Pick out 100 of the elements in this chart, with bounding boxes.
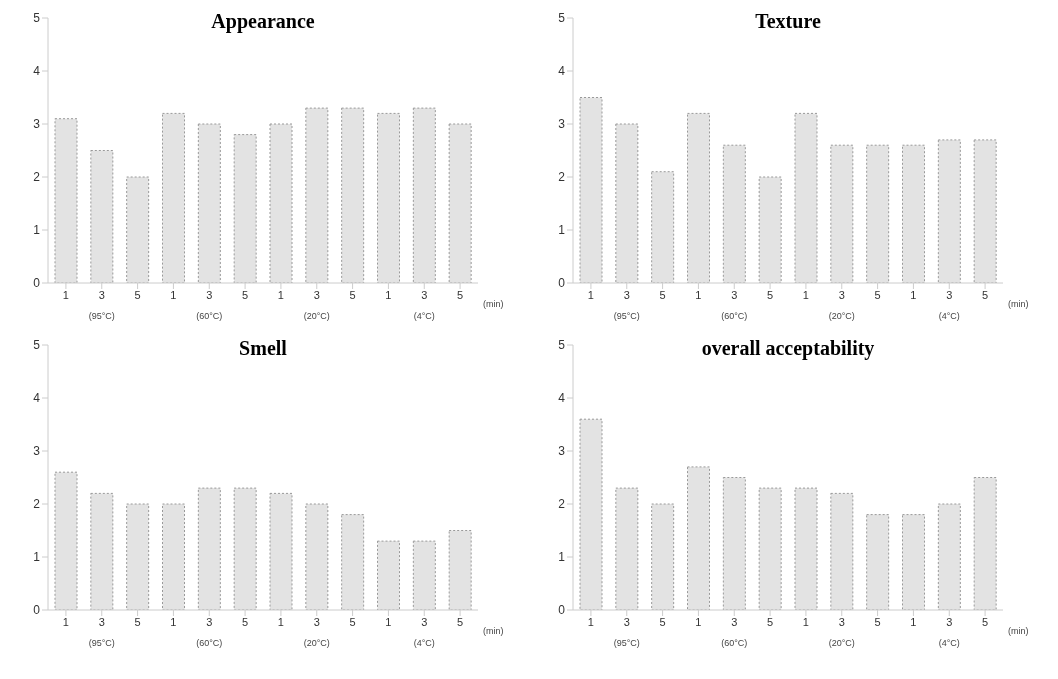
y-tick-label: 4 [558,64,566,79]
bar [197,123,221,283]
bar [758,176,782,283]
text: (60°C) [195,638,224,648]
x-tick-label: 1 [170,615,177,628]
x-tick-label: 3 [313,288,320,301]
text: (95°C) [612,311,641,321]
y-tick-label: 4 [558,391,566,406]
x-tick-label: 3 [946,288,953,301]
bar [126,176,150,283]
x-axis-title: (min) [483,626,504,637]
x-tick-label: 3 [946,615,953,628]
bar [651,171,675,283]
x-tick-label: 1 [695,615,702,628]
text: (95°C) [612,638,641,648]
x-tick-label: 3 [838,288,845,301]
bar [341,107,365,283]
y-tick-label: 1 [558,550,566,565]
bar [973,477,997,610]
text: (4°C) [937,638,961,648]
x-tick-label: 1 [277,288,284,301]
y-tick-label: 5 [558,11,566,26]
bar [902,514,925,610]
bar [377,540,400,610]
bar [902,144,925,283]
x-tick-label: 1 [587,615,594,628]
bar [448,530,472,610]
y-tick-label: 4 [33,64,41,79]
x-tick-label: 1 [62,288,69,301]
x-tick-label: 3 [98,288,105,301]
y-tick-label: 3 [558,117,566,132]
bar [54,118,78,283]
bar [866,144,890,283]
x-tick-label: 5 [767,615,774,628]
y-tick-label: 5 [33,338,41,353]
x-tick-label: 3 [623,615,630,628]
x-tick-label: 3 [421,288,428,301]
x-tick-label: 1 [62,615,69,628]
bar [973,139,997,283]
y-tick-label: 3 [33,444,41,459]
bar [937,139,961,283]
bar [830,492,854,610]
x-tick-label: 5 [457,288,464,301]
bar [937,503,961,610]
x-tick-label: 1 [910,615,917,628]
x-tick-label: 1 [802,615,809,628]
y-tick-label: 1 [33,223,41,238]
bar [651,503,675,610]
bar [305,107,329,283]
x-tick-label: 1 [695,288,702,301]
y-tick-label: 1 [33,550,41,565]
x-axis-title: (min) [483,299,504,310]
x-axis-title: (min) [1008,626,1029,637]
x-tick-label: 5 [982,288,989,301]
bar [269,492,293,610]
bar [90,492,114,610]
text: (20°C) [827,638,856,648]
x-tick-label: 1 [385,288,392,301]
text: (4°C) [937,311,961,321]
text: (20°C) [302,638,331,648]
x-tick-label: 5 [134,615,141,628]
bar [377,112,400,283]
bar [866,514,890,610]
y-tick-label: 5 [558,338,566,353]
y-tick-label: 4 [33,391,41,406]
y-tick-label: 2 [558,497,566,512]
bar [794,112,818,283]
x-tick-label: 3 [313,615,320,628]
chart-title: overall acceptability [700,337,876,360]
bar [233,134,257,283]
y-tick-label: 3 [33,117,41,132]
bar [448,123,472,283]
x-tick-label: 5 [982,615,989,628]
y-tick-label: 0 [558,603,566,618]
x-tick-label: 5 [349,288,356,301]
x-tick-label: 3 [623,288,630,301]
x-tick-label: 3 [731,615,738,628]
bar [412,540,436,610]
y-tick-label: 0 [33,276,41,291]
bar [615,487,639,610]
text: (20°C) [827,311,856,321]
x-tick-label: 1 [170,288,177,301]
bar [412,107,436,283]
bar [830,144,854,283]
bar [687,112,710,283]
bar [687,466,710,610]
text: (60°C) [720,638,749,648]
x-tick-label: 3 [206,288,213,301]
x-tick-label: 5 [349,615,356,628]
bar [758,487,782,610]
bar [579,97,603,283]
y-tick-label: 1 [558,223,566,238]
bar [305,503,329,610]
chart-title: Appearance [210,10,316,33]
x-tick-label: 5 [134,288,141,301]
y-tick-label: 2 [33,497,41,512]
text: (95°C) [87,638,116,648]
x-tick-label: 1 [385,615,392,628]
x-tick-label: 1 [587,288,594,301]
x-tick-label: 3 [421,615,428,628]
